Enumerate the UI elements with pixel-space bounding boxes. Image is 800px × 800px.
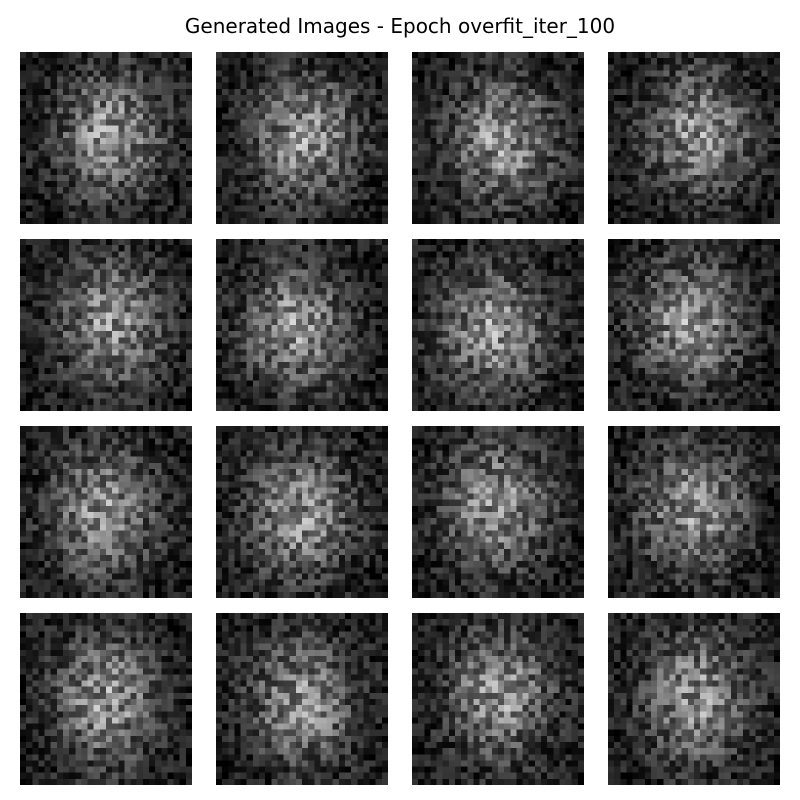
generated-sample-image [412, 426, 584, 598]
generated-sample-image [216, 613, 388, 785]
generated-sample-image [608, 613, 780, 785]
generated-sample-image [20, 52, 192, 224]
generated-sample-image [20, 613, 192, 785]
figure-title: Generated Images - Epoch overfit_iter_10… [184, 14, 616, 38]
generated-sample-image [412, 239, 584, 411]
generated-sample-image [608, 426, 780, 598]
generated-sample-image [20, 426, 192, 598]
generated-sample-image [412, 613, 584, 785]
generated-sample-image [412, 52, 584, 224]
generated-sample-image [608, 239, 780, 411]
generated-sample-image [216, 52, 388, 224]
generated-sample-image [216, 426, 388, 598]
generated-sample-image [608, 52, 780, 224]
generated-sample-image [216, 239, 388, 411]
sample-grid [20, 52, 780, 785]
generated-sample-image [20, 239, 192, 411]
